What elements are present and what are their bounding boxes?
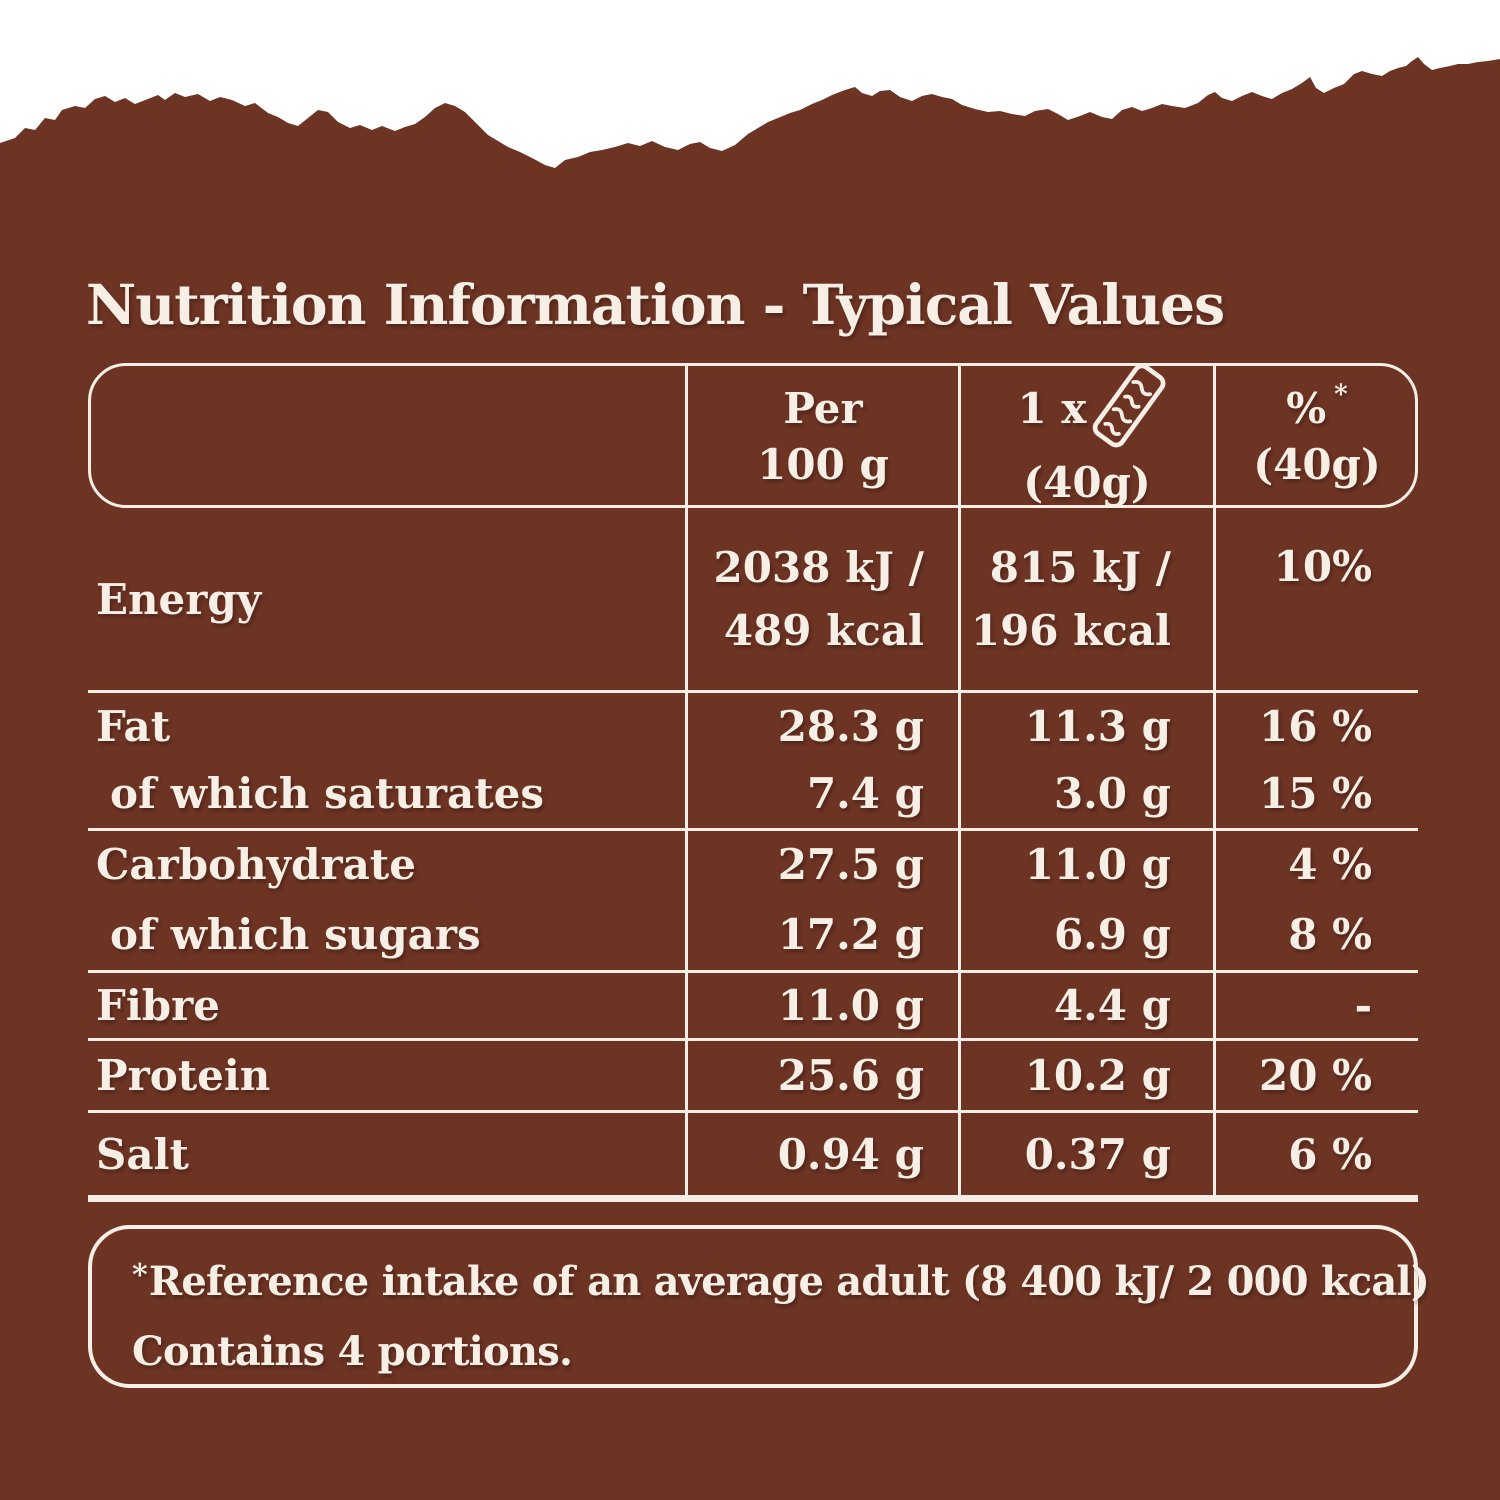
header-per-line1: Per <box>783 384 863 433</box>
value-text: 16 % <box>1259 701 1372 751</box>
table-header-row: Per 100 g 1 x (40g) <box>88 363 1418 511</box>
table-row-saturates: of which saturates 7.4 g 3.0 g 15 % <box>88 759 1418 828</box>
reference-intake-value: 6 % <box>1213 1113 1418 1195</box>
row-label-text: of which saturates <box>110 769 544 818</box>
header-ri-line1: % * <box>1286 380 1348 437</box>
reference-intake-value: 4 % <box>1213 831 1418 898</box>
value-text: 11.0 g <box>1024 840 1171 889</box>
value-line: 489 kcal <box>723 606 924 655</box>
value-line: 815 kJ / <box>989 543 1171 592</box>
reference-intake-value: - <box>1213 973 1418 1038</box>
per-portion-value: 3.0 g <box>958 759 1213 828</box>
row-label-text: Salt <box>96 1129 189 1179</box>
header-ri-line2: (40g) <box>1253 440 1381 489</box>
row-label: Fibre <box>88 973 685 1038</box>
per-portion-value: 11.0 g <box>958 831 1213 898</box>
per-portion-value: 11.3 g <box>958 693 1213 759</box>
value-text: 0.37 g <box>1024 1129 1171 1179</box>
header-reference-intake: % * (40g) <box>1213 363 1418 511</box>
table-row-protein: Protein 25.6 g 10.2 g 20 % <box>88 1038 1418 1110</box>
value-text: 17.2 g <box>777 909 924 959</box>
per-100g-value: 27.5 g <box>685 831 958 898</box>
row-label-text: Carbohydrate <box>96 840 416 889</box>
value-text: 4 % <box>1288 840 1372 889</box>
header-per-100g: Per 100 g <box>685 363 958 511</box>
row-label: Carbohydrate <box>88 831 685 898</box>
value-text: 10% <box>1273 542 1372 591</box>
row-label-text: Energy <box>96 574 262 624</box>
row-label-text: Protein <box>96 1051 271 1100</box>
value-text: - <box>1354 981 1372 1030</box>
row-label-text: Fibre <box>96 981 220 1030</box>
value-text: 8 % <box>1288 909 1372 959</box>
energy-reference-intake-value: 10% <box>1213 508 1418 690</box>
per-portion-value: 0.37 g <box>958 1113 1213 1195</box>
per-portion-value: 6.9 g <box>958 898 1213 970</box>
reference-intake-value: 8 % <box>1213 898 1418 970</box>
footnote-line2: Contains 4 portions. <box>132 1328 573 1375</box>
table-body: Energy 2038 kJ / 489 kcal 815 kJ / 196 k… <box>88 508 1418 1202</box>
reference-intake-value: 15 % <box>1213 759 1418 828</box>
per-100g-value: 28.3 g <box>685 693 958 759</box>
value-text: 6 % <box>1288 1129 1372 1179</box>
per-portion-value: 10.2 g <box>958 1041 1213 1110</box>
row-label-text: of which sugars <box>110 909 481 959</box>
value-text: 20 % <box>1259 1051 1372 1100</box>
per-100g-value: 7.4 g <box>685 759 958 828</box>
footnote-line1: *Reference intake of an average adult (8… <box>132 1249 1430 1319</box>
value-text: 10.2 g <box>1024 1051 1171 1100</box>
table-row-salt: Salt 0.94 g 0.37 g 6 % <box>88 1110 1418 1195</box>
header-empty-cell <box>88 363 685 511</box>
reference-intake-value: 20 % <box>1213 1041 1418 1110</box>
protein-bar-icon <box>1093 363 1166 448</box>
value-text: 11.0 g <box>777 981 924 1030</box>
row-label: Energy <box>88 508 685 690</box>
value-text: 25.6 g <box>777 1051 924 1100</box>
value-text: 6.9 g <box>1053 909 1171 959</box>
reference-intake-value: 16 % <box>1213 693 1418 759</box>
value-line: 196 kcal <box>970 606 1171 655</box>
row-label-text: Fat <box>96 701 171 751</box>
per-portion-value: 4.4 g <box>958 973 1213 1038</box>
row-label: of which sugars <box>88 898 685 970</box>
table-row-energy: Energy 2038 kJ / 489 kcal 815 kJ / 196 k… <box>88 508 1418 690</box>
asterisk-superscript: * <box>1334 380 1348 410</box>
value-text: 0.94 g <box>777 1129 924 1179</box>
energy-per-portion-value: 815 kJ / 196 kcal <box>958 508 1213 690</box>
header-per-portion: 1 x (40g) <box>958 363 1213 511</box>
table-row-sugars: of which sugars 17.2 g 6.9 g 8 % <box>88 898 1418 970</box>
per-100g-value: 25.6 g <box>685 1041 958 1110</box>
percent-symbol: % <box>1286 384 1327 433</box>
value-line: 2038 kJ / <box>713 543 924 592</box>
row-label: Protein <box>88 1041 685 1110</box>
header-portion-line2: (40g) <box>1023 458 1151 507</box>
per-100g-value: 17.2 g <box>685 898 958 970</box>
page-title: Nutrition Information - Typical Values <box>86 272 1225 337</box>
table-row-fat: Fat 28.3 g 11.3 g 16 % <box>88 690 1418 759</box>
footnote-box: *Reference intake of an average adult (8… <box>88 1225 1430 1388</box>
header-per-line2: 100 g <box>757 440 889 489</box>
row-label: Fat <box>88 693 685 759</box>
value-text: 7.4 g <box>806 769 924 818</box>
value-text: 3.0 g <box>1053 769 1171 818</box>
value-text: 28.3 g <box>777 701 924 751</box>
per-100g-value: 11.0 g <box>685 973 958 1038</box>
table-row-fibre: Fibre 11.0 g 4.4 g - <box>88 970 1418 1038</box>
row-label: Salt <box>88 1113 685 1195</box>
value-text: 4.4 g <box>1053 981 1171 1030</box>
per-100g-value: 0.94 g <box>685 1113 958 1195</box>
energy-per-100g-value: 2038 kJ / 489 kcal <box>685 508 958 690</box>
header-portion-line1: 1 x <box>1017 363 1166 455</box>
value-text: 11.3 g <box>1024 701 1171 751</box>
row-label: of which saturates <box>88 759 685 828</box>
table-row-carbohydrate: Carbohydrate 27.5 g 11.0 g 4 % <box>88 828 1418 898</box>
table-header: Per 100 g 1 x (40g) <box>88 363 1418 511</box>
value-text: 15 % <box>1259 769 1372 818</box>
asterisk: * <box>132 1258 148 1293</box>
header-portion-prefix: 1 x <box>1017 384 1087 433</box>
value-text: 27.5 g <box>777 840 924 889</box>
footnote-line1-text: Reference intake of an average adult (8 … <box>148 1258 1430 1305</box>
